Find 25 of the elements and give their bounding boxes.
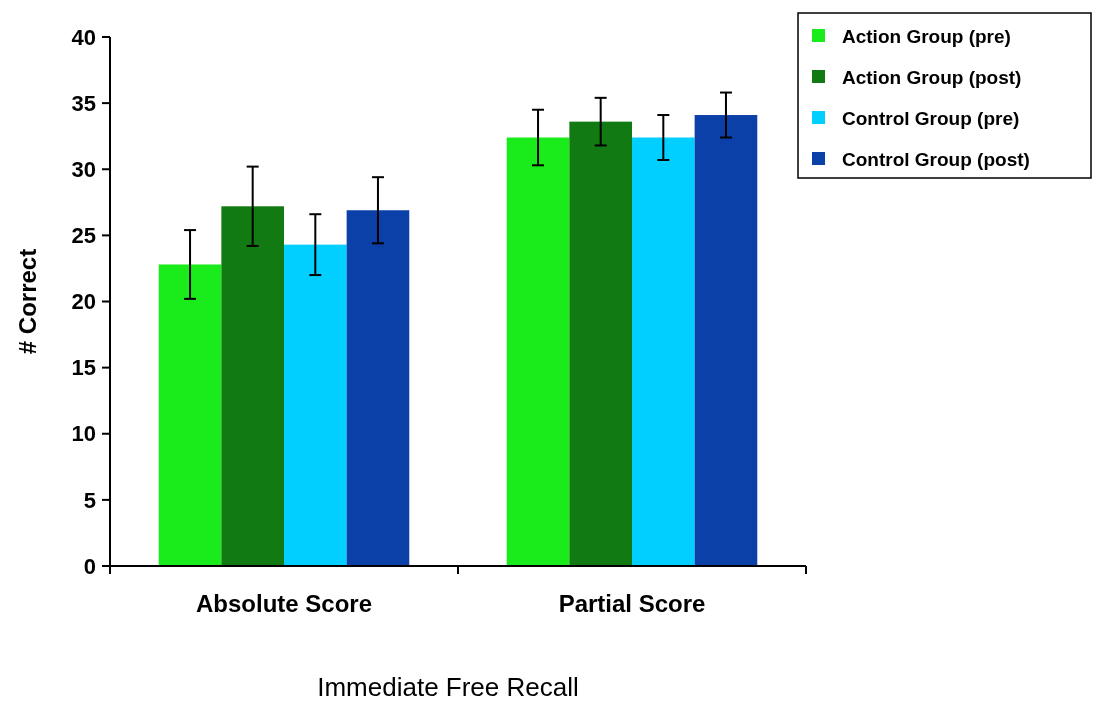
legend-label: Control Group (pre) <box>842 107 1020 129</box>
x-tick-label: Absolute Score <box>195 590 373 617</box>
x-axis-title: Immediate Free Recall <box>317 672 579 702</box>
bar <box>221 206 284 566</box>
y-tick-label: 25 <box>71 223 96 249</box>
bar <box>506 137 570 566</box>
legend-label: Action Group (post) <box>842 66 1022 88</box>
y-tick-label: 0 <box>83 553 96 579</box>
bar <box>346 210 410 566</box>
bar <box>632 137 695 566</box>
bar <box>284 244 347 566</box>
bar <box>694 115 758 566</box>
y-tick-label: 15 <box>71 355 96 381</box>
y-tick-label: 5 <box>83 487 96 513</box>
y-tick-label: 10 <box>71 421 96 447</box>
y-tick-label: 35 <box>71 90 96 116</box>
y-tick-label: 30 <box>71 156 96 182</box>
y-tick-label: 40 <box>71 24 96 50</box>
y-axis-title: # Correct <box>14 248 41 355</box>
bar <box>569 121 632 566</box>
bar <box>158 264 222 566</box>
y-tick-label: 20 <box>71 289 96 315</box>
x-tick-label: Partial Score <box>558 590 706 617</box>
legend-label: Action Group (pre) <box>842 25 1011 47</box>
legend-label: Control Group (post) <box>842 148 1030 170</box>
